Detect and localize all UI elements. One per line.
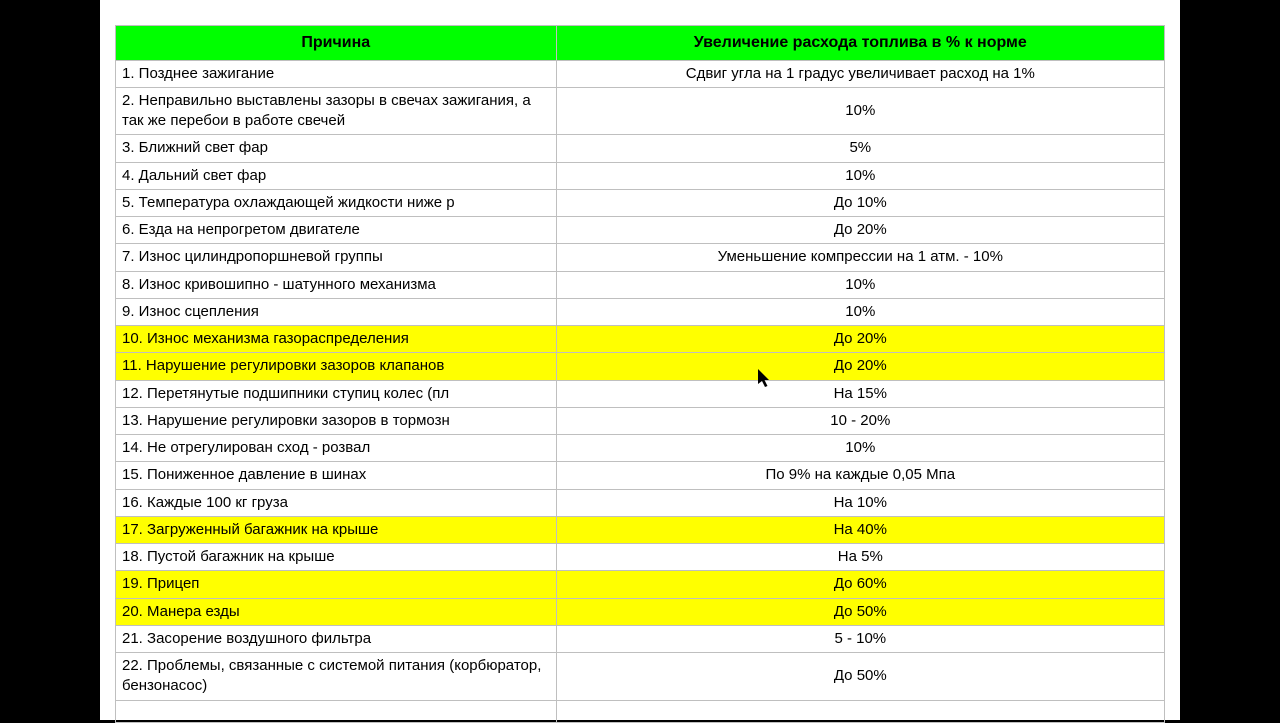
cell-value: До 50% [556, 653, 1164, 701]
cell-value: 10% [556, 298, 1164, 325]
col-header-cause: Причина [116, 26, 557, 61]
cell-cause: 9. Износ сцепления [116, 298, 557, 325]
table-row: 3. Ближний свет фар5% [116, 135, 1165, 162]
cell-value: 10% [556, 435, 1164, 462]
cell-value: До 20% [556, 326, 1164, 353]
cell-value: Сдвиг угла на 1 градус увеличивает расхо… [556, 60, 1164, 87]
cell-value: 10% [556, 271, 1164, 298]
cell-value: До 10% [556, 189, 1164, 216]
table-row: 2. Неправильно выставлены зазоры в свеча… [116, 87, 1165, 135]
table-row: 22. Проблемы, связанные с системой питан… [116, 653, 1165, 701]
cell-value: 10% [556, 162, 1164, 189]
cell-cause: 1. Позднее зажигание [116, 60, 557, 87]
cell-cause: 10. Износ механизма газораспределения [116, 326, 557, 353]
table-row: 1. Позднее зажиганиеСдвиг угла на 1 град… [116, 60, 1165, 87]
cell-cause: 12. Перетянутые подшипники ступиц колес … [116, 380, 557, 407]
cell-cause: 11. Нарушение регулировки зазоров клапан… [116, 353, 557, 380]
table-row: 16. Каждые 100 кг грузаНа 10% [116, 489, 1165, 516]
table-row: 10. Износ механизма газораспределенияДо … [116, 326, 1165, 353]
cell-value: На 5% [556, 544, 1164, 571]
cell-value: До 20% [556, 217, 1164, 244]
cell-cause: 7. Износ цилиндропоршневой группы [116, 244, 557, 271]
table-row: 6. Езда на непрогретом двигателеДо 20% [116, 217, 1165, 244]
cell-value: До 20% [556, 353, 1164, 380]
table-row: 12. Перетянутые подшипники ступиц колес … [116, 380, 1165, 407]
cell-cause: 3. Ближний свет фар [116, 135, 557, 162]
table-row: 15. Пониженное давление в шинахПо 9% на … [116, 462, 1165, 489]
cell-cause: 2. Неправильно выставлены зазоры в свеча… [116, 87, 557, 135]
cell-value: 5 - 10% [556, 625, 1164, 652]
table-row: 20. Манера ездыДо 50% [116, 598, 1165, 625]
cell-cause: 21. Засорение воздушного фильтра [116, 625, 557, 652]
table-row: 21. Засорение воздушного фильтра5 - 10% [116, 625, 1165, 652]
cell-cause: 22. Проблемы, связанные с системой питан… [116, 653, 557, 701]
cell-value: 10% [556, 87, 1164, 135]
cell-cause: 14. Не отрегулирован сход - розвал [116, 435, 557, 462]
cell-cause: 19. Прицеп [116, 571, 557, 598]
cell-value: На 15% [556, 380, 1164, 407]
fuel-consumption-table: Причина Увеличение расхода топлива в % к… [115, 25, 1165, 723]
cell-cause: 6. Езда на непрогретом двигателе [116, 217, 557, 244]
table-row-empty [116, 700, 1165, 722]
cell-value: До 60% [556, 571, 1164, 598]
page: Причина Увеличение расхода топлива в % к… [100, 0, 1180, 720]
table-row: 14. Не отрегулирован сход - розвал10% [116, 435, 1165, 462]
cell-cause: 8. Износ кривошипно - шатунного механизм… [116, 271, 557, 298]
table-row: 4. Дальний свет фар10% [116, 162, 1165, 189]
cell-cause: 16. Каждые 100 кг груза [116, 489, 557, 516]
cell-value: 5% [556, 135, 1164, 162]
table-row: 8. Износ кривошипно - шатунного механизм… [116, 271, 1165, 298]
table-row: 18. Пустой багажник на крышеНа 5% [116, 544, 1165, 571]
cell-cause: 15. Пониженное давление в шинах [116, 462, 557, 489]
table-row: 7. Износ цилиндропоршневой группыУменьше… [116, 244, 1165, 271]
cell-value: По 9% на каждые 0,05 Мпа [556, 462, 1164, 489]
cell-value: На 40% [556, 516, 1164, 543]
table-row: 5. Температура охлаждающей жидкости ниже… [116, 189, 1165, 216]
table-row: 9. Износ сцепления10% [116, 298, 1165, 325]
cell-cause: 18. Пустой багажник на крыше [116, 544, 557, 571]
cell-cause: 20. Манера езды [116, 598, 557, 625]
cell-value: До 50% [556, 598, 1164, 625]
cell-cause: 13. Нарушение регулировки зазоров в торм… [116, 407, 557, 434]
cell-value: 10 - 20% [556, 407, 1164, 434]
cell-cause: 4. Дальний свет фар [116, 162, 557, 189]
table-header-row: Причина Увеличение расхода топлива в % к… [116, 26, 1165, 61]
table-row: 13. Нарушение регулировки зазоров в торм… [116, 407, 1165, 434]
cell-cause: 5. Температура охлаждающей жидкости ниже… [116, 189, 557, 216]
cell-value: Уменьшение компрессии на 1 атм. - 10% [556, 244, 1164, 271]
col-header-value: Увеличение расхода топлива в % к норме [556, 26, 1164, 61]
table-row: 17. Загруженный багажник на крышеНа 40% [116, 516, 1165, 543]
cell-cause: 17. Загруженный багажник на крыше [116, 516, 557, 543]
cell-value: На 10% [556, 489, 1164, 516]
table-row: 19. ПрицепДо 60% [116, 571, 1165, 598]
table-row: 11. Нарушение регулировки зазоров клапан… [116, 353, 1165, 380]
